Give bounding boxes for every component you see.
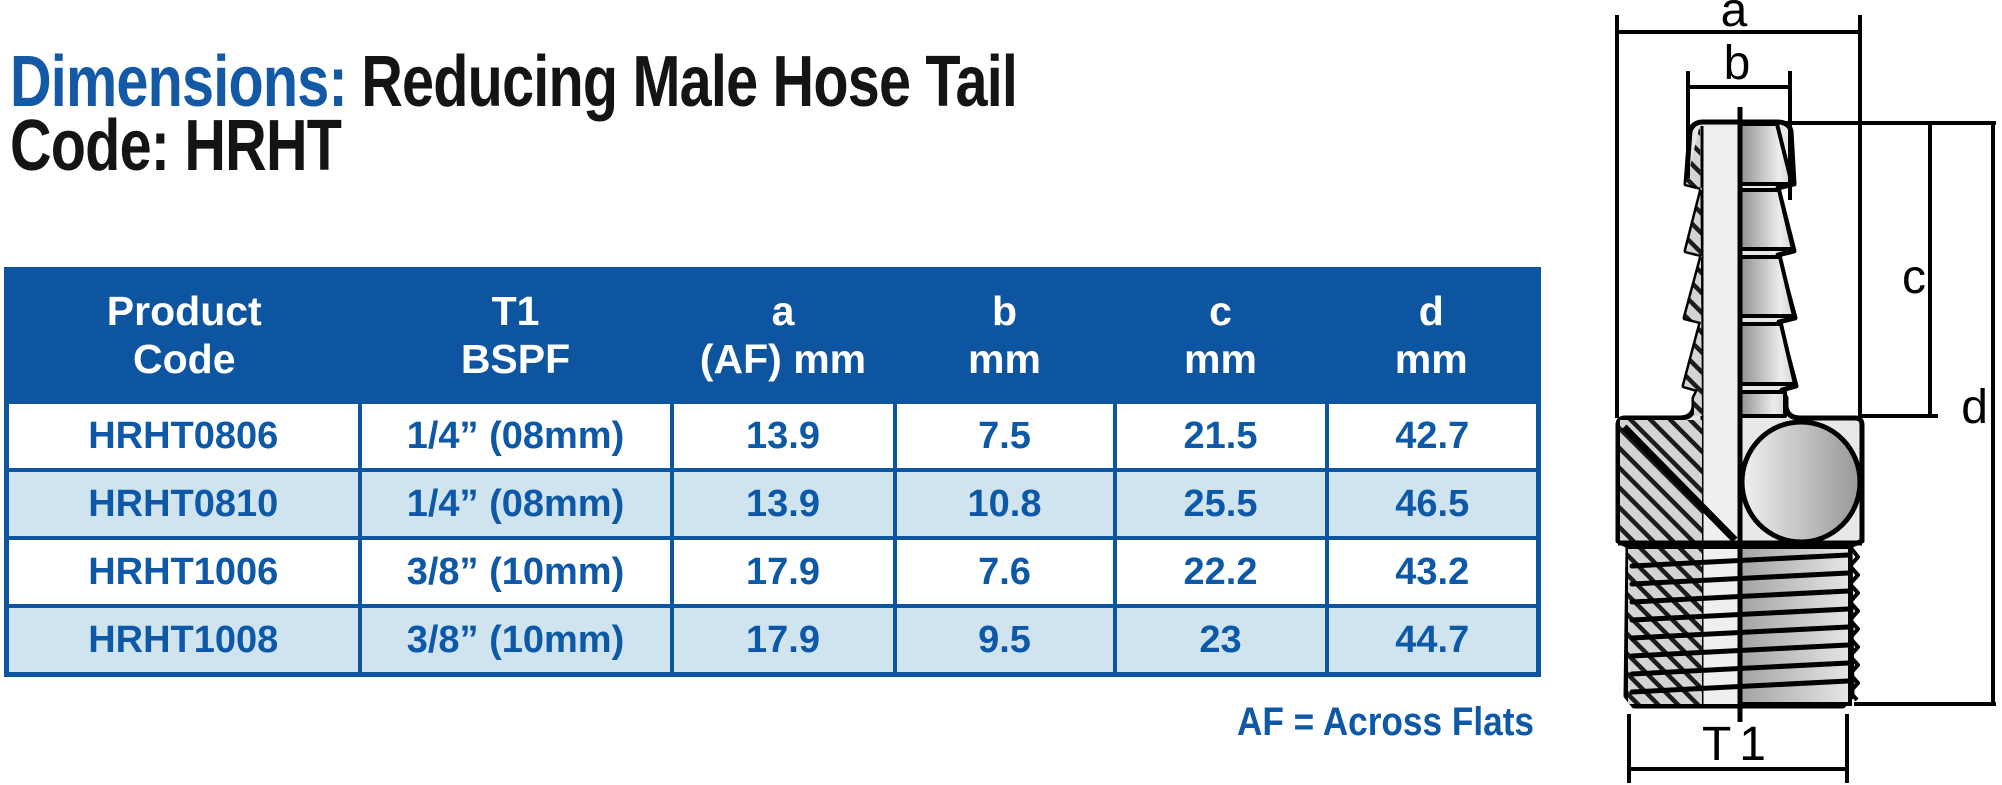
title-code-line: Code: HRHT: [10, 106, 342, 186]
col-header-b-mm: b mm: [894, 269, 1115, 402]
header-line: T1: [491, 288, 540, 335]
dimension-lines: [1615, 15, 1996, 783]
table-cell-b: 10.8: [892, 468, 1117, 540]
table-cell-product-code: HRHT1006: [4, 536, 362, 608]
table-row: HRHT0806 1/4” (08mm) 13.9 7.5 21.5 42.7: [4, 400, 1541, 472]
thread-wall-hatch: [1628, 547, 1702, 704]
dim-label-c: c: [1902, 251, 1926, 304]
table-cell-d: 43.2: [1324, 536, 1541, 608]
table-row: HRHT1006 3/8” (10mm) 17.9 7.6 22.2 43.2: [4, 536, 1541, 608]
table-cell-b: 7.6: [892, 536, 1117, 608]
title-product-name: Reducing Male Hose Tail: [361, 42, 1018, 122]
barb-wall-hatch: [1684, 124, 1702, 416]
table-row: HRHT0810 1/4” (08mm) 13.9 10.8 25.5 46.5: [4, 468, 1541, 540]
table-cell-t1: 1/4” (08mm): [357, 468, 674, 540]
bore-section: [1702, 126, 1740, 704]
footnote-af-across-flats: AF = Across Flats: [1236, 700, 1534, 744]
table-cell-d: 44.7: [1324, 604, 1541, 677]
table-cell-b: 9.5: [892, 604, 1117, 677]
dim-label-d: d: [1961, 381, 1988, 434]
table-cell-t1: 1/4” (08mm): [357, 400, 674, 472]
header-line: mm: [1394, 336, 1468, 382]
table-cell-a: 17.9: [669, 536, 897, 608]
barb-segments: [1738, 122, 1797, 418]
table-cell-product-code: HRHT0806: [4, 400, 362, 472]
col-header-c-mm: c mm: [1114, 269, 1327, 402]
hex-corner-curve: [1739, 419, 1863, 545]
header-line: BSPF: [460, 336, 571, 382]
dim-label-t1: T1: [1702, 718, 1774, 771]
table-cell-t1: 3/8” (10mm): [357, 536, 674, 608]
header-line: d: [1418, 288, 1444, 335]
thread-edge-zigzag: [1848, 546, 1860, 702]
header-line: mm: [1184, 336, 1257, 382]
header-line: mm: [968, 336, 1041, 382]
table-cell-t1: 3/8” (10mm): [357, 604, 674, 677]
hex-chamfer-line: [1621, 424, 1738, 543]
table-cell-a: 13.9: [669, 400, 897, 472]
col-header-t1-bspf: T1 BSPF: [359, 269, 672, 402]
header-row: Product Code T1 BSPF a (AF) mm b mm c mm…: [6, 269, 1539, 402]
header-line: a: [771, 288, 795, 335]
table-row: HRHT1008 3/8” (10mm) 17.9 9.5 23 44.7: [4, 604, 1541, 677]
col-header-product-code: Product Code: [6, 269, 360, 402]
table-cell-c: 22.2: [1112, 536, 1329, 608]
table-cell-c: 21.5: [1112, 400, 1329, 472]
table-cell-product-code: HRHT1008: [4, 604, 362, 677]
table-cell-d: 46.5: [1324, 468, 1541, 540]
title-dimensions-label: Dimensions:: [10, 42, 348, 122]
page-title: Dimensions: Reducing Male Hose Tail Code:…: [10, 46, 1018, 186]
title-line-1: Dimensions: Reducing Male Hose Tail: [10, 46, 1018, 118]
dim-label-b: b: [1724, 37, 1751, 90]
table-cell-product-code: HRHT0810: [4, 468, 362, 540]
col-header-a-af-mm: a (AF) mm: [671, 269, 895, 402]
table-cell-d: 42.7: [1324, 400, 1541, 472]
header-line: (AF) mm: [699, 336, 867, 382]
table-cell-c: 25.5: [1112, 468, 1329, 540]
table-cell-c: 23: [1112, 604, 1329, 677]
table-cell-a: 17.9: [669, 604, 897, 677]
header-line: b: [991, 288, 1018, 335]
dim-label-a: a: [1721, 0, 1748, 37]
dimensions-table: Product Code T1 BSPF a (AF) mm b mm c mm…: [4, 267, 1541, 677]
table-cell-b: 7.5: [892, 400, 1117, 472]
header-line: Product: [106, 288, 262, 335]
header-line: c: [1209, 288, 1232, 335]
header-line: Code: [133, 336, 236, 382]
col-header-d-mm: d mm: [1326, 269, 1539, 402]
table-cell-a: 13.9: [669, 468, 897, 540]
